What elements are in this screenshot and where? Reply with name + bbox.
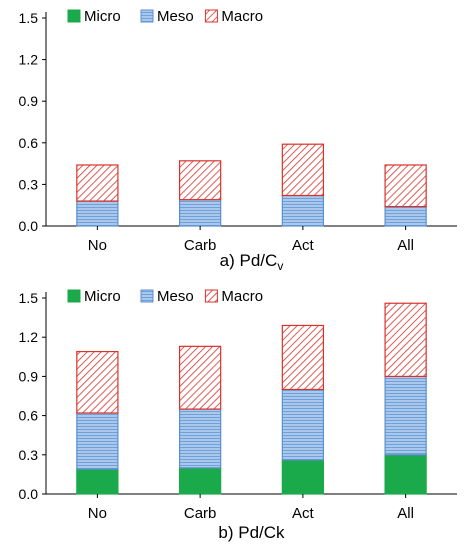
x-tick-label: All (397, 237, 414, 254)
x-tick-label: Act (292, 505, 315, 522)
legend-label-micro: Micro (84, 8, 121, 25)
bar-micro-no (76, 468, 119, 495)
y-tick-label: 0.6 (19, 408, 39, 424)
bar-macro-no (76, 164, 119, 202)
bar-macro-act (281, 324, 325, 391)
y-tick-label: 1.2 (19, 52, 39, 68)
legend-swatch-meso (140, 289, 154, 303)
bar-macro-all (384, 164, 427, 208)
x-tick-label: No (88, 505, 107, 522)
caption-main: a) Pd/C (220, 251, 278, 270)
legend-swatch-macro (204, 9, 218, 23)
bar-meso-no (76, 200, 119, 227)
x-tick-label: Carb (184, 237, 217, 254)
bar-micro-act (281, 459, 325, 495)
legend-label-meso: Meso (157, 8, 194, 25)
x-tick-label: Carb (184, 505, 217, 522)
bar-macro-act (281, 143, 325, 197)
legend-swatch-macro (204, 289, 218, 303)
bar-macro-no (76, 350, 119, 414)
bar-meso-no (76, 412, 119, 470)
bar-meso-all (384, 205, 427, 227)
y-tick-label: 0.3 (19, 176, 39, 192)
y-tick-label: 0.9 (19, 368, 39, 384)
y-tick-label: 0.9 (19, 93, 39, 109)
panel-a: 0.0 0.3 0.6 0.9 1.2 1.5 No Carb Act All Micro Meso M… (19, 8, 457, 273)
bar-macro-all (384, 302, 427, 377)
bar-micro-carb (178, 467, 222, 495)
legend-label-meso: Meso (157, 288, 194, 305)
x-tick-label: Act (292, 237, 315, 254)
legend-swatch-meso (140, 9, 154, 23)
bar-macro-carb (178, 160, 222, 201)
bar-meso-carb (178, 408, 222, 469)
y-tick-label: 0.6 (19, 135, 39, 151)
legend-label-macro: Macro (221, 288, 263, 305)
x-tick-label: No (88, 237, 107, 254)
legend-label-macro: Macro (221, 8, 263, 25)
panel-b: 0.0 0.3 0.6 0.9 1.2 1.5 No Carb Act All Micro Meso M… (19, 288, 457, 542)
legend-swatch-micro (67, 289, 81, 303)
legend-swatch-micro (67, 9, 81, 23)
y-tick-label: 1.2 (19, 329, 39, 345)
panel-caption: b) Pd/Ck (218, 523, 285, 542)
bar-micro-all (384, 454, 427, 495)
bar-macro-carb (178, 345, 222, 410)
caption-subscript: v (277, 259, 283, 273)
x-tick-label: All (397, 505, 414, 522)
y-tick-label: 1.5 (19, 290, 39, 306)
bar-meso-all (384, 375, 427, 456)
panel-caption: a) Pd/Cv (220, 251, 284, 273)
y-tick-label: 0.3 (19, 447, 39, 463)
legend-label-micro: Micro (84, 288, 121, 305)
y-tick-label: 0.0 (19, 218, 39, 234)
bar-meso-carb (178, 199, 222, 227)
bar-meso-act (281, 388, 325, 461)
y-tick-label: 1.5 (19, 10, 39, 26)
y-tick-label: 0.0 (19, 486, 39, 502)
bar-meso-act (281, 194, 325, 227)
